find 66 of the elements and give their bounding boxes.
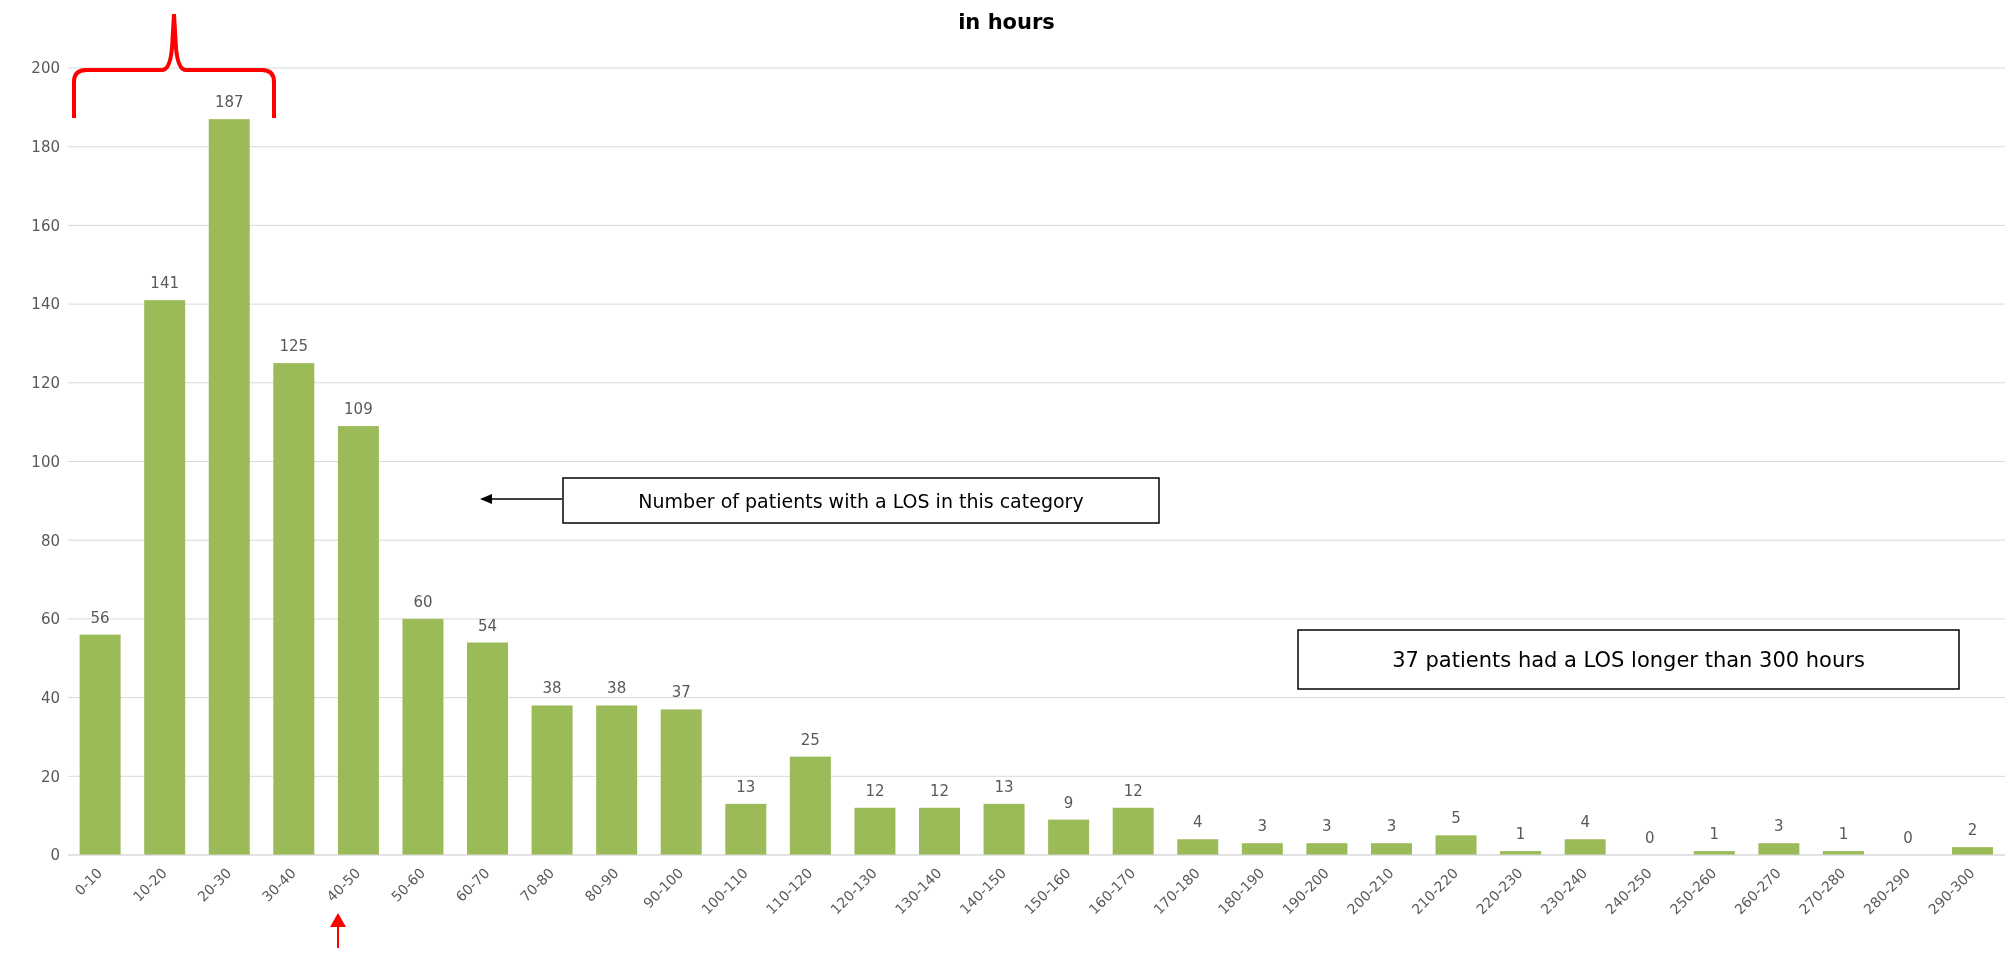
- bar: [1306, 843, 1348, 855]
- data-label: 1: [1838, 825, 1849, 844]
- y-tick-label: 160: [31, 216, 60, 235]
- bar: [402, 618, 444, 855]
- y-tick-label: 60: [40, 610, 60, 629]
- bar: [1048, 819, 1090, 855]
- bar: [79, 634, 121, 855]
- bar: [1435, 835, 1477, 855]
- data-label: 13: [736, 777, 756, 796]
- data-label: 0: [1644, 829, 1655, 847]
- bar: [725, 803, 767, 855]
- data-label: 125: [279, 337, 309, 356]
- bar: [1177, 839, 1219, 855]
- chart-title: in hours: [957, 10, 1056, 34]
- data-label: 54: [477, 616, 498, 635]
- data-label: 56: [90, 608, 110, 627]
- y-tick-label: 100: [31, 452, 60, 471]
- bar: [1370, 843, 1412, 855]
- bar: [660, 709, 702, 855]
- data-label: 1: [1515, 825, 1526, 844]
- bar: [208, 119, 250, 855]
- y-tick-label: 80: [40, 531, 60, 550]
- y-tick-label: 120: [31, 374, 60, 393]
- bar: [1112, 807, 1154, 855]
- y-tick-label: 200: [31, 59, 60, 78]
- data-label: 1: [1709, 825, 1720, 844]
- data-label: 141: [150, 274, 180, 293]
- data-label: 4: [1580, 813, 1590, 832]
- data-label: 38: [542, 679, 562, 698]
- bar: [337, 426, 379, 855]
- data-label: 3: [1322, 817, 1332, 836]
- data-label: 12: [929, 781, 950, 800]
- bar: [854, 807, 896, 855]
- data-label: 12: [865, 781, 885, 800]
- data-label: 5: [1451, 809, 1461, 828]
- data-label: 13: [994, 777, 1014, 796]
- data-label: 37: [671, 683, 691, 702]
- bar: [273, 363, 315, 855]
- y-tick-label: 140: [31, 295, 60, 314]
- y-tick-label: 180: [31, 138, 60, 157]
- y-tick-label: 0: [50, 846, 60, 865]
- bar: [918, 807, 960, 855]
- data-label: 4: [1192, 813, 1203, 832]
- data-label: 60: [413, 592, 433, 611]
- data-label: 12: [1123, 781, 1143, 800]
- data-label: 187: [214, 93, 244, 112]
- bar: [789, 756, 831, 855]
- y-tick-label: 40: [40, 688, 60, 707]
- bar: [983, 803, 1025, 855]
- bar: [1564, 839, 1606, 855]
- data-label: 3: [1386, 817, 1397, 836]
- bar: [467, 642, 509, 855]
- bar: [531, 705, 573, 855]
- data-label: 109: [344, 400, 373, 419]
- bar: [1758, 843, 1800, 855]
- data-label: 9: [1063, 793, 1074, 812]
- y-tick-label: 20: [40, 767, 60, 786]
- bar: [1241, 843, 1283, 855]
- bar: [596, 705, 638, 855]
- bar: [144, 300, 186, 855]
- data-label: 2: [1967, 821, 1978, 840]
- data-label: 38: [607, 679, 627, 698]
- data-label: 3: [1774, 817, 1784, 836]
- data-label: 0: [1903, 829, 1913, 847]
- data-label: 25: [800, 730, 820, 749]
- data-label: 3: [1257, 817, 1268, 836]
